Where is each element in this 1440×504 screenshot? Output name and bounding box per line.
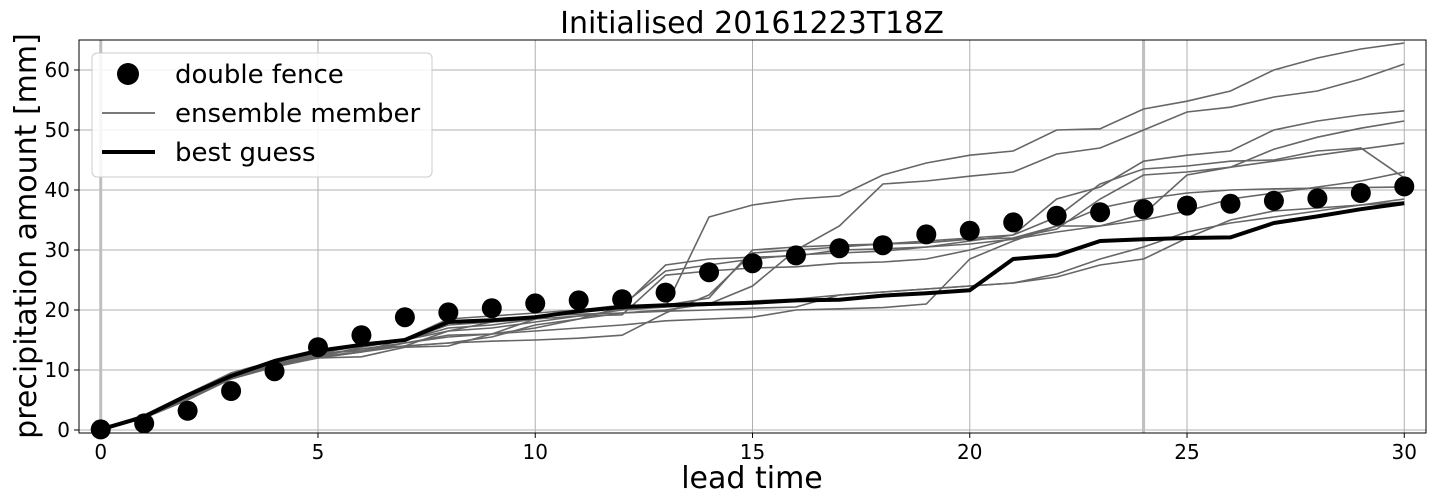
double-fence-point [1350, 183, 1371, 203]
chart-title: Initialised 20161223T18Z [560, 6, 944, 41]
legend: double fence ensemble member best guess [91, 52, 433, 178]
double-fence-point [1263, 190, 1284, 211]
double-fence-point [655, 282, 676, 303]
double-fence-point [1220, 193, 1241, 214]
x-axis-title: lead time [681, 461, 823, 496]
x-tick-label: 20 [957, 440, 982, 464]
double-fence-point [134, 413, 155, 434]
double-fence-point [438, 302, 459, 323]
double-fence-point [177, 400, 198, 421]
double-fence-point [481, 298, 502, 319]
double-fence-point [1046, 205, 1067, 226]
double-fence-point [872, 235, 893, 256]
y-tick-label: 60 [45, 58, 70, 82]
double-fence-point [1003, 212, 1024, 233]
double-fence-point [525, 293, 546, 314]
double-fence-point [264, 361, 285, 382]
x-tick-label: 5 [312, 440, 325, 464]
double-fence-point [90, 419, 111, 440]
double-fence-point [307, 337, 328, 358]
y-tick-label: 30 [45, 238, 70, 262]
legend-double-fence-marker [117, 63, 139, 85]
double-fence-point [568, 290, 589, 311]
double-fence-point [221, 381, 242, 401]
double-fence-point [1177, 195, 1198, 216]
legend-label: best guess [175, 138, 316, 168]
y-tick-label: 10 [45, 358, 70, 382]
double-fence-point [351, 325, 372, 346]
double-fence-point [612, 289, 633, 310]
x-tick-label: 30 [1392, 440, 1417, 464]
x-tick-label: 10 [523, 440, 548, 464]
y-tick-label: 50 [45, 118, 70, 142]
y-tick-label: 0 [57, 418, 70, 442]
double-fence-point [1133, 199, 1154, 220]
x-tick-label: 15 [740, 440, 765, 464]
plot-area: 0 5 10 15 20 25 30 0 10 20 30 40 50 60 [45, 39, 1427, 464]
double-fence-point [959, 220, 980, 241]
y-tick-label: 40 [45, 178, 70, 202]
double-fence-point [916, 224, 937, 245]
x-tick-label: 0 [94, 440, 107, 464]
legend-label: ensemble member [175, 99, 420, 129]
axes-frame [78, 39, 1427, 434]
double-fence-point [394, 307, 415, 328]
x-tick-label: 25 [1174, 440, 1199, 464]
double-fence-point [1307, 188, 1328, 209]
double-fence-point [1394, 176, 1415, 197]
legend-label: double fence [175, 60, 344, 90]
double-fence-point [699, 262, 720, 283]
y-tick-label: 20 [45, 298, 70, 322]
double-fence-point [742, 253, 763, 274]
double-fence-point [829, 238, 850, 259]
double-fence-point [1090, 202, 1111, 223]
y-axis-title: precipitation amount [mm] [9, 33, 44, 439]
legend-box [91, 52, 433, 178]
double-fence-point [785, 245, 806, 266]
